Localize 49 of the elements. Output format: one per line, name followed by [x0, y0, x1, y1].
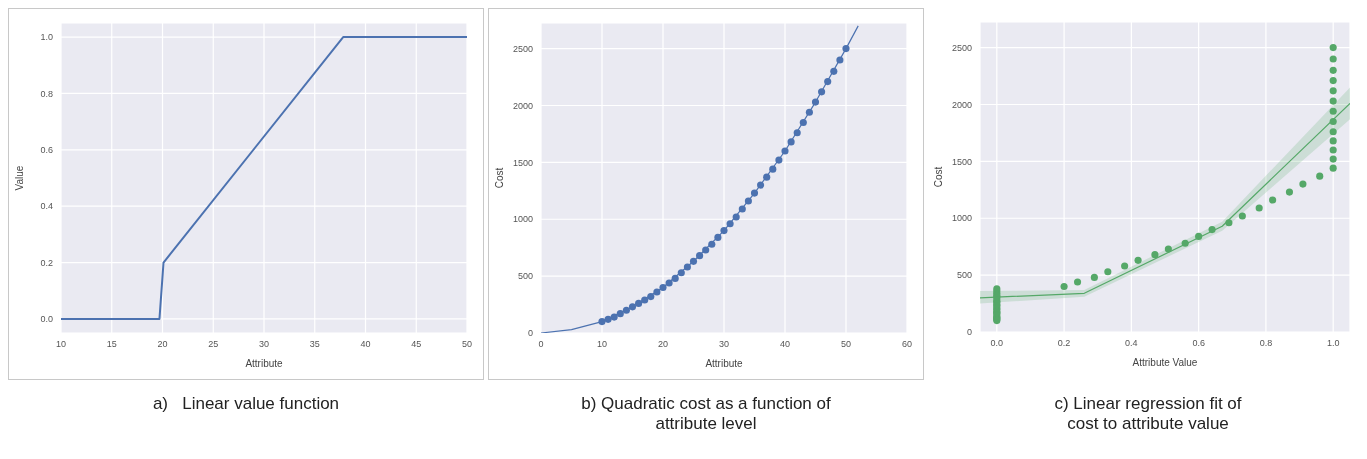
- y-tick-label: 500: [517, 271, 533, 282]
- x-axis-title: Attribute: [245, 358, 284, 369]
- y-tick-label: 1.0: [40, 32, 53, 43]
- text: b) Quadratic cost as a function of attribute level: [580, 394, 832, 434]
- text: a) Linear value function: [151, 394, 341, 414]
- y-tick-label: 0.2: [40, 257, 53, 268]
- x-tick-label: 50: [461, 339, 473, 350]
- y-tick-label: 500: [956, 270, 972, 281]
- y-tick-label: 1000: [951, 213, 972, 224]
- y-tick-label: 0: [527, 328, 533, 339]
- y-tick-label: 1000: [512, 214, 533, 225]
- x-tick-label: 20: [157, 339, 168, 350]
- x-axis-title: Attribute Value: [1132, 357, 1198, 368]
- y-tick-label: 2500: [512, 43, 533, 54]
- y-axis-title: Value: [13, 165, 25, 191]
- y-tick-label: 0.6: [40, 145, 53, 156]
- x-tick-label: 0.0: [990, 338, 1004, 349]
- y-tick-label: 0.4: [40, 201, 53, 212]
- y-tick-label: 1500: [951, 156, 972, 167]
- text: c) Linear regression fit of cost to attribute value: [1053, 394, 1243, 434]
- x-tick-label: 30: [718, 339, 730, 350]
- x-tick-label: 20: [657, 339, 669, 350]
- y-axis-title: Cost: [932, 166, 944, 188]
- y-axis-title: Cost: [493, 167, 505, 189]
- x-tick-label: 0.8: [1259, 338, 1273, 349]
- y-tick-label: 0: [966, 327, 972, 338]
- x-tick-label: 30: [258, 339, 270, 350]
- x-tick-label: 1.0: [1326, 338, 1340, 349]
- y-tick-label: 0.0: [40, 314, 53, 325]
- x-tick-label: 0.4: [1125, 338, 1138, 349]
- x-tick-label: 10: [55, 339, 67, 350]
- y-tick-label: 2000: [951, 99, 972, 110]
- y-tick-label: 0.8: [40, 88, 53, 99]
- x-tick-label: 0.6: [1192, 338, 1205, 349]
- x-tick-label: 50: [840, 339, 852, 350]
- x-tick-label: 0.2: [1057, 338, 1071, 349]
- x-tick-label: 25: [208, 339, 219, 350]
- x-tick-label: 15: [106, 339, 117, 350]
- x-tick-label: 60: [901, 339, 913, 350]
- x-tick-label: 40: [360, 339, 371, 350]
- x-axis-title: Attribute: [705, 358, 744, 369]
- y-tick-label: 2000: [512, 100, 533, 111]
- x-tick-label: 0: [538, 339, 544, 350]
- x-tick-label: 35: [309, 339, 320, 350]
- x-tick-label: 40: [779, 339, 791, 350]
- y-tick-label: 1500: [512, 157, 533, 168]
- y-tick-label: 2500: [951, 42, 972, 53]
- x-tick-label: 10: [596, 339, 608, 350]
- x-tick-label: 45: [411, 339, 422, 350]
